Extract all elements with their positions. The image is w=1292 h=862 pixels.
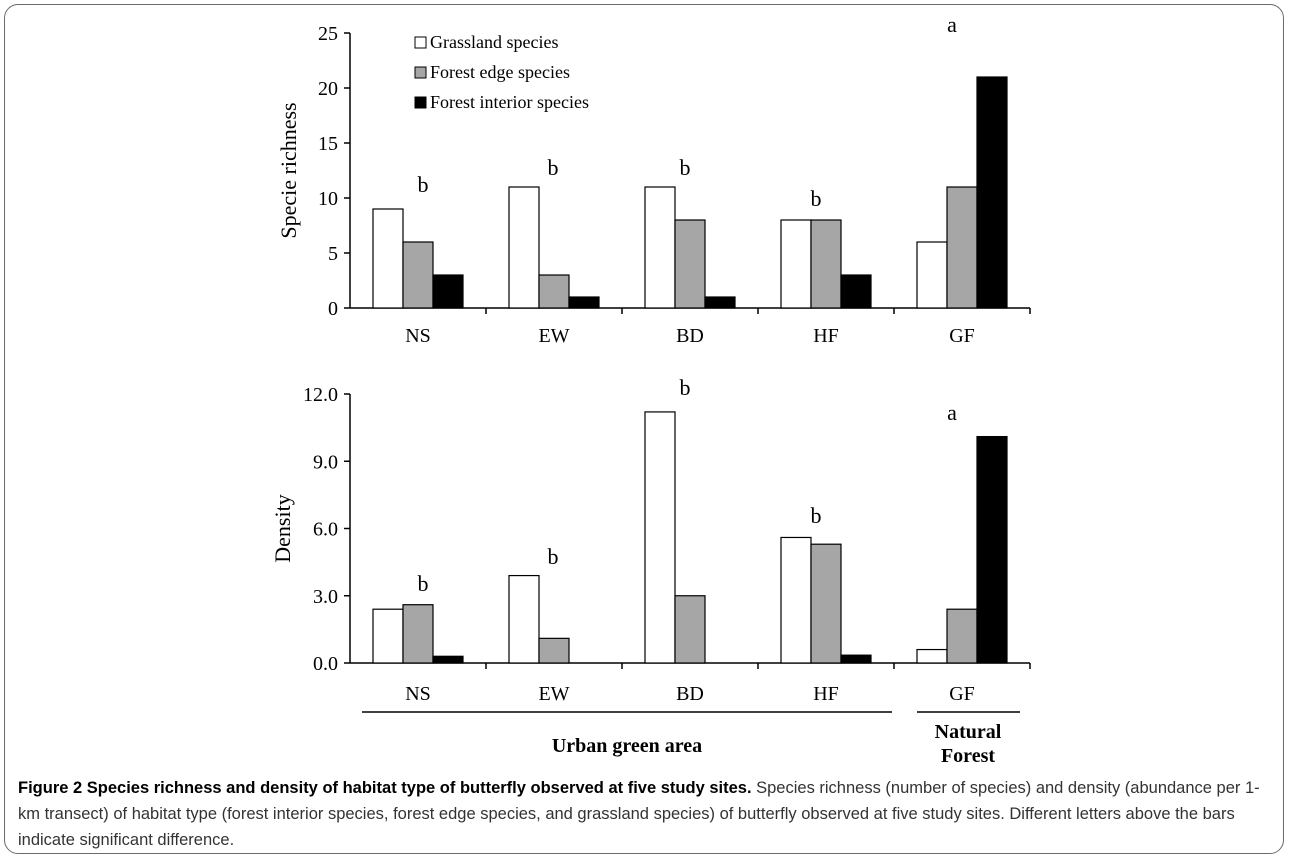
bar	[674, 595, 706, 664]
bar	[508, 186, 540, 309]
x-tick-label: EW	[538, 325, 569, 347]
y-tick-label: 0	[328, 298, 338, 320]
x-tick-label: GF	[949, 683, 975, 705]
bar	[810, 543, 842, 664]
y-axis-label: Specie richness	[276, 102, 301, 238]
significance-letter: b	[680, 375, 691, 400]
significance-letter: b	[811, 186, 822, 211]
bar	[946, 186, 978, 309]
bar	[508, 574, 540, 664]
legend-label: Forest edge species	[430, 62, 570, 82]
bar	[916, 648, 948, 664]
legend-swatch	[414, 66, 427, 79]
x-tick-label: NS	[405, 325, 431, 347]
y-tick-label: 20	[318, 78, 338, 100]
y-tick-label: 3.0	[313, 586, 338, 608]
bar	[538, 637, 570, 664]
y-tick-label: 12.0	[303, 384, 338, 406]
bar	[674, 219, 706, 309]
bar	[840, 654, 872, 664]
bar	[402, 241, 434, 309]
legend-swatch	[414, 36, 427, 49]
legend-swatch	[414, 96, 427, 109]
bar	[644, 186, 676, 309]
significance-letter: b	[418, 571, 429, 596]
bar	[704, 296, 736, 309]
bar	[976, 435, 1008, 664]
legend-label: Forest interior species	[430, 92, 589, 112]
y-axis-label: Density	[270, 494, 295, 562]
bar	[538, 274, 570, 309]
y-tick-label: 10	[318, 188, 338, 210]
y-tick-label: 9.0	[313, 451, 338, 473]
bar	[644, 411, 676, 664]
bar	[432, 655, 464, 664]
x-tick-label: HF	[813, 683, 839, 705]
group-label-natural: Forest	[941, 745, 995, 767]
y-tick-label: 25	[318, 23, 338, 45]
significance-letter: a	[947, 400, 957, 425]
significance-letter: b	[811, 503, 822, 528]
figure-caption: Figure 2 Species richness and density of…	[18, 775, 1273, 853]
significance-letter: b	[680, 155, 691, 180]
bar	[568, 296, 600, 309]
bar	[916, 241, 948, 309]
x-tick-label: BD	[676, 325, 704, 347]
y-tick-label: 5	[328, 243, 338, 265]
y-tick-label: 0.0	[313, 653, 338, 675]
bar	[810, 219, 842, 309]
group-label-urban: Urban green area	[552, 735, 702, 757]
x-tick-label: NS	[405, 683, 431, 705]
significance-letter: a	[947, 12, 957, 37]
caption-text: Species richness (number of species) and…	[18, 779, 1260, 849]
significance-letter: b	[548, 155, 559, 180]
x-tick-label: EW	[538, 683, 569, 705]
bar	[780, 219, 812, 309]
significance-letter: b	[418, 172, 429, 197]
y-tick-label: 15	[318, 133, 338, 155]
bar	[432, 274, 464, 309]
bar	[976, 76, 1008, 309]
caption-title: Figure 2 Species richness and density of…	[18, 779, 752, 797]
x-tick-label: GF	[949, 325, 975, 347]
bar	[372, 208, 404, 309]
significance-letter: b	[548, 544, 559, 569]
bar	[780, 536, 812, 664]
bar	[946, 608, 978, 664]
bar	[840, 274, 872, 309]
x-tick-label: BD	[676, 683, 704, 705]
legend-label: Grassland species	[430, 32, 558, 52]
figure-charts: 0 5 10 15 20 25 Specie richness NS EW BD HF GF b b b b a…	[270, 12, 1031, 767]
group-label-natural: Natural	[935, 721, 1002, 743]
bar	[372, 608, 404, 664]
bar	[402, 604, 434, 664]
x-tick-label: HF	[813, 325, 839, 347]
y-tick-label: 6.0	[313, 519, 338, 541]
